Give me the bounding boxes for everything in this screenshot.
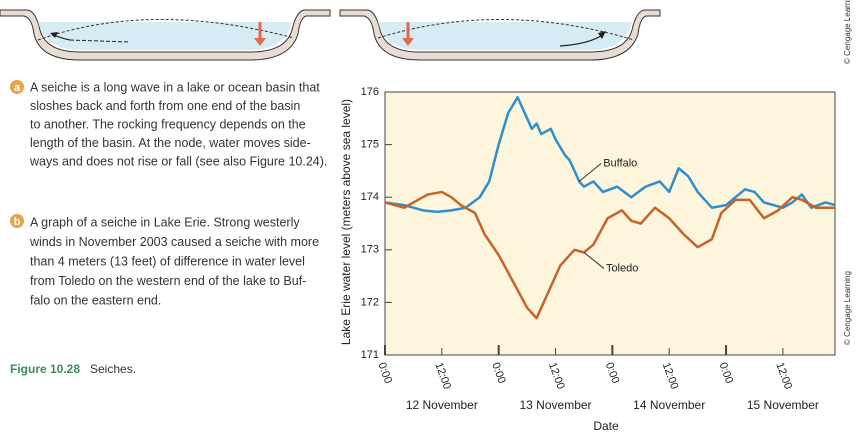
y-tick-label: 172 xyxy=(361,296,379,308)
x-tick-label: 12:00 xyxy=(546,361,567,391)
y-tick-label: 176 xyxy=(361,86,379,98)
x-tick-label: 0:00 xyxy=(375,361,394,385)
annotation-leader xyxy=(578,163,602,182)
caption-marker: b xyxy=(14,216,21,228)
plot-area xyxy=(384,91,836,356)
x-axis-label: Date xyxy=(593,419,619,433)
x-tick-label: 0:00 xyxy=(603,361,622,385)
caption-line: than 4 meters (13 feet) of difference in… xyxy=(30,254,305,268)
caption-line: A graph of a seiche in Lake Erie. Strong… xyxy=(30,215,300,229)
series-line xyxy=(384,96,836,214)
y-tick-label: 173 xyxy=(361,244,379,256)
y-tick-label: 174 xyxy=(361,191,379,203)
x-tick-label: 0:00 xyxy=(489,361,508,385)
y-tick-label: 175 xyxy=(361,139,379,151)
series-label: Buffalo xyxy=(603,157,637,169)
caption-line: ways and does not rise or fall (see also… xyxy=(29,154,327,168)
date-label: 12 November xyxy=(406,398,478,412)
basin-diagram-a xyxy=(0,9,331,61)
annotation-leader xyxy=(583,252,605,269)
caption-line: sloshes back and forth from one end of t… xyxy=(30,99,300,113)
date-label: 13 November xyxy=(520,398,592,412)
caption-line: from Toledo on the western end of the la… xyxy=(30,274,306,288)
basin-diagram-b xyxy=(339,9,661,61)
figure-title: Seiches. xyxy=(90,362,136,376)
credit: © Cengage Learning xyxy=(843,0,852,64)
date-label: 15 November xyxy=(747,398,819,412)
series-label: Toledo xyxy=(606,262,638,274)
x-tick-label: 0:00 xyxy=(717,361,736,385)
caption-marker-bg xyxy=(10,214,24,228)
captions: A seiche is a long wave in a lake or oce… xyxy=(29,80,327,307)
credit: © Cengage Learning xyxy=(843,271,852,345)
caption-line: winds in November 2003 caused a seiche w… xyxy=(29,235,319,249)
figure-label: Figure 10.28 xyxy=(10,362,80,376)
x-tick-label: 12:00 xyxy=(432,361,453,391)
series-line xyxy=(384,190,835,320)
x-tick-label: 12:00 xyxy=(773,361,794,391)
date-label: 14 November xyxy=(633,398,705,412)
x-tick-label: 12:00 xyxy=(660,361,681,391)
caption-line: falo on the eastern end. xyxy=(30,293,161,307)
caption-line: A seiche is a long wave in a lake or oce… xyxy=(30,80,320,94)
caption-marker: a xyxy=(14,82,21,94)
y-axis-label: Lake Erie water level (meters above sea … xyxy=(339,99,353,345)
y-tick-label: 171 xyxy=(361,349,379,361)
caption-line: to another. The rocking frequency depend… xyxy=(30,117,306,131)
caption-marker-bg xyxy=(10,80,24,94)
caption-line: length of the basin. At the node, water … xyxy=(30,136,311,150)
